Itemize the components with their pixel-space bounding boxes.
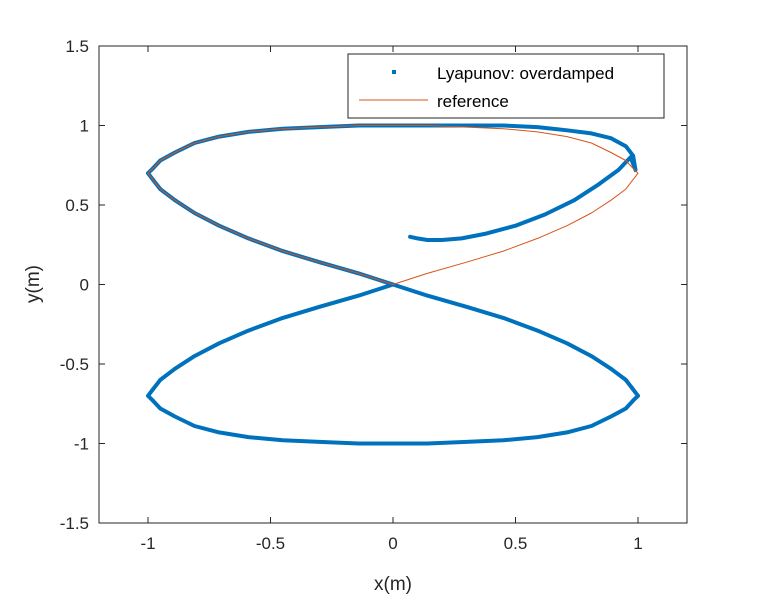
series-lyapunov-point <box>425 238 429 242</box>
series-lyapunov-point <box>158 378 162 382</box>
series-layer <box>146 123 640 446</box>
series-lyapunov-point <box>624 378 628 382</box>
y-tick-label: 0.5 <box>65 196 89 215</box>
x-tick-label: -1 <box>140 534 155 553</box>
series-lyapunov-point <box>484 232 488 236</box>
series-lyapunov-point <box>636 394 640 398</box>
series-lyapunov-point <box>514 224 517 228</box>
series-lyapunov-point <box>246 435 250 439</box>
series-lyapunov-point <box>465 124 468 127</box>
series-lyapunov-point <box>565 128 569 132</box>
y-tick-label: 1.5 <box>65 37 89 56</box>
x-axis-label: x(m) <box>374 574 412 595</box>
series-lyapunov-point <box>416 236 419 240</box>
series-lyapunov-point <box>565 430 569 434</box>
series-lyapunov-point <box>609 367 613 371</box>
series-lyapunov-point <box>536 329 539 333</box>
series-lyapunov-point <box>536 125 539 129</box>
series-reference-line <box>147 125 639 285</box>
series-lyapunov-point <box>589 131 593 135</box>
series-lyapunov-point <box>440 238 444 242</box>
series-lyapunov-point <box>631 399 635 403</box>
legend-box <box>347 53 665 119</box>
series-lyapunov-point <box>391 442 395 445</box>
series-lyapunov-point <box>425 442 429 445</box>
legend-label-reference: reference <box>437 92 509 111</box>
legend-marker-dot <box>392 70 396 74</box>
series-lyapunov-point <box>281 316 285 320</box>
series-lyapunov-point <box>151 387 155 391</box>
series-lyapunov-point <box>624 144 628 148</box>
series-lyapunov-point <box>536 435 539 439</box>
series-lyapunov-point <box>597 182 601 186</box>
series-lyapunov-point <box>246 329 250 333</box>
series-lyapunov-point <box>465 440 468 444</box>
series-lyapunov-point <box>629 155 633 159</box>
series-lyapunov-point <box>425 294 429 298</box>
series-lyapunov-point <box>318 440 321 444</box>
series-lyapunov-point <box>151 399 155 403</box>
series-lyapunov-point <box>318 305 321 309</box>
series-lyapunov-point <box>193 424 196 428</box>
x-tick-label: 0 <box>388 534 397 553</box>
x-tick-label: -0.5 <box>256 534 285 553</box>
series-lyapunov-point <box>609 415 613 418</box>
series-lyapunov-point <box>501 316 505 320</box>
series-lyapunov-point <box>543 213 547 216</box>
y-tick-label: -1 <box>74 435 89 454</box>
series-lyapunov-point <box>217 430 221 434</box>
series-lyapunov-point <box>631 154 635 158</box>
series-lyapunov-point <box>217 341 221 345</box>
series-lyapunov-point <box>357 442 361 445</box>
series-lyapunov-point <box>624 407 628 410</box>
legend-label-lyapunov: Lyapunov: overdamped <box>437 64 614 83</box>
x-tick-label: 1 <box>633 534 642 553</box>
legend-marker-lyapunov <box>392 70 396 74</box>
legend: Lyapunov: overdamped reference <box>347 53 665 119</box>
series-lyapunov-point <box>460 236 464 240</box>
series-lyapunov-point <box>281 438 285 442</box>
series-lyapunov-point <box>501 438 505 442</box>
series-lyapunov-point <box>565 341 569 345</box>
y-tick-label: 0 <box>80 276 89 295</box>
series-lyapunov-point <box>173 415 177 418</box>
series-lyapunov-point <box>616 168 620 172</box>
series-lyapunov-point <box>634 168 637 172</box>
x-ticks: -1 -0.5 0 0.5 1 <box>140 46 643 553</box>
series-lyapunov-point <box>631 387 635 391</box>
series-lyapunov-point <box>609 136 613 140</box>
y-tick-label: -0.5 <box>60 355 89 374</box>
x-tick-label: 0.5 <box>504 534 528 553</box>
series-lyapunov-point <box>158 407 162 410</box>
series-lyapunov-point <box>589 424 593 428</box>
series-lyapunov-point <box>146 394 150 398</box>
series-lyapunov-point <box>408 235 412 239</box>
series-lyapunov-point <box>465 305 468 309</box>
series-lyapunov-point <box>589 354 593 358</box>
y-axis-label: y(m) <box>23 265 44 303</box>
series-lyapunov-point <box>173 367 177 371</box>
series-lyapunov-point <box>357 294 361 298</box>
series-lyapunov-point <box>501 124 505 127</box>
y-tick-label: 1 <box>80 117 89 136</box>
y-tick-label: -1.5 <box>60 514 89 533</box>
y-ticks: -1.5 -1 -0.5 0 0.5 1 1.5 <box>60 37 687 533</box>
series-lyapunov-point <box>193 354 196 358</box>
series-lyapunov-point <box>572 198 576 202</box>
